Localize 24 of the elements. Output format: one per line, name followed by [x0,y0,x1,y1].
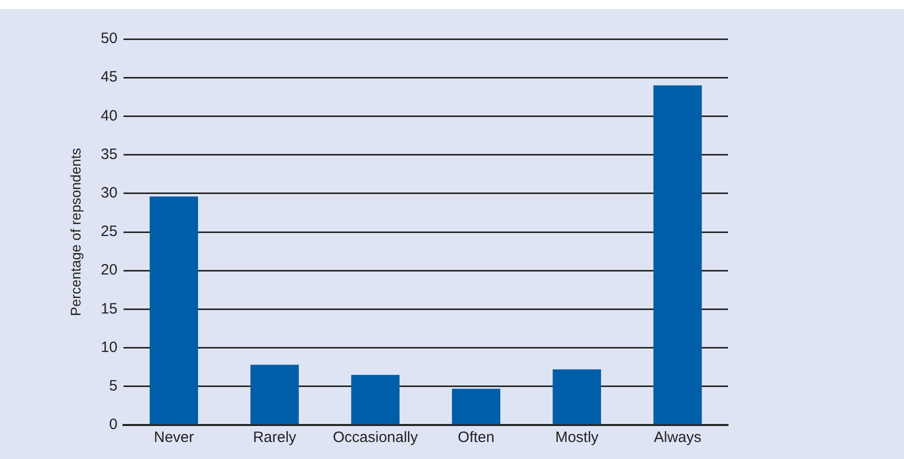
bar [653,85,702,424]
bar [452,388,500,424]
x-tick-label: Rarely [252,429,297,446]
y-tick-label: 0 [109,416,118,434]
y-tick-label: 50 [100,30,118,48]
y-tick-label: 5 [109,378,118,395]
y-tick-label: 15 [100,300,118,318]
y-tick-label: 10 [100,338,118,356]
x-tick-label: Mostly [555,429,600,446]
y-tick-label: 25 [100,223,118,240]
bar [250,364,299,424]
x-tick-label: Always [654,429,702,446]
y-tick-label: 30 [100,184,118,202]
bar [150,196,198,424]
y-tick-label: 40 [100,107,118,124]
y-tick-label: 20 [100,262,118,279]
x-tick-label: Occasionally [332,429,418,446]
y-axis-title: Percentage of repsondents [67,148,84,316]
x-tick-label: Never [154,429,194,446]
y-tick-label: 35 [100,146,118,163]
y-tick-label: 45 [100,68,118,86]
bar [351,374,400,424]
x-tick-label: Often [458,429,494,446]
bar [552,369,602,424]
